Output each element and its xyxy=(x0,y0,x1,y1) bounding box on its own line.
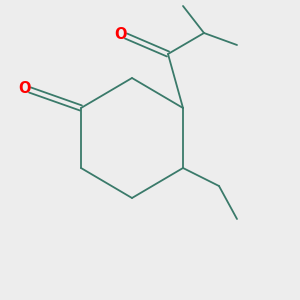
Text: O: O xyxy=(18,81,31,96)
Text: O: O xyxy=(114,27,127,42)
